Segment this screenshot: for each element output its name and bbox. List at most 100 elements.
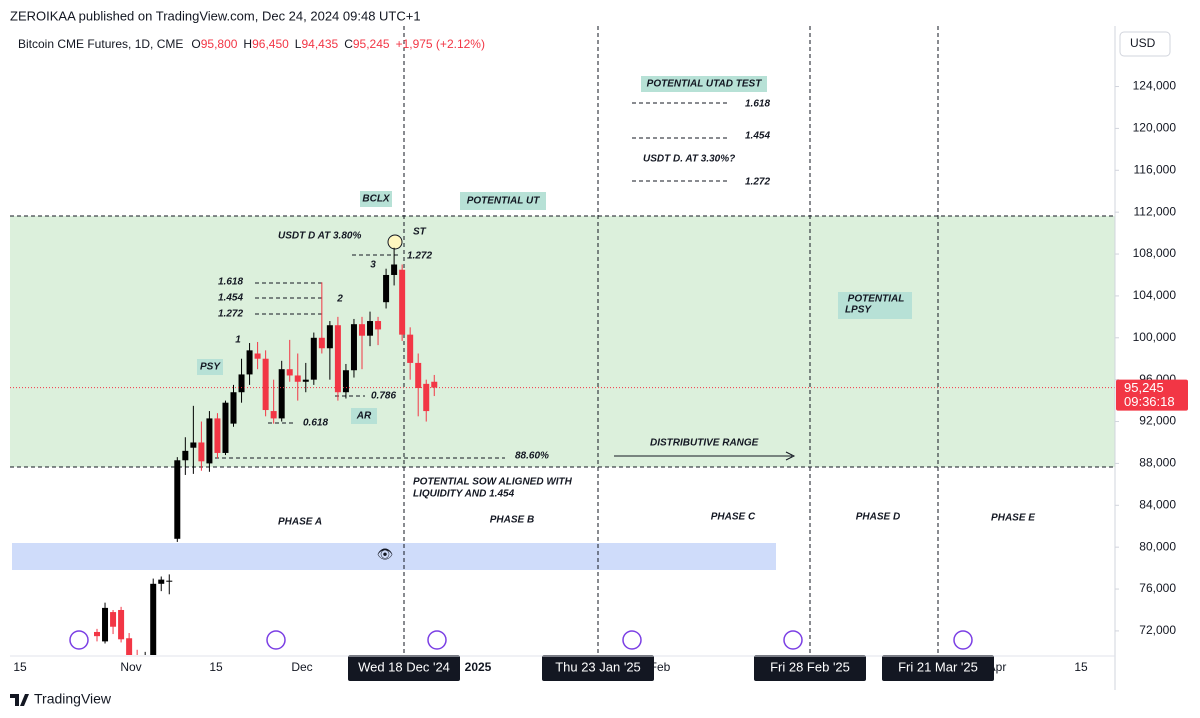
- candle-body: [118, 609, 125, 640]
- y-tick-label: 100,000: [1133, 330, 1177, 344]
- candle-body: [126, 638, 133, 655]
- annotation: PHASE C: [711, 512, 756, 523]
- candle-body: [415, 362, 422, 389]
- date-badge-label: Thu 23 Jan '25: [555, 659, 641, 674]
- event-icon[interactable]: [953, 630, 973, 650]
- candle-body: [254, 353, 261, 359]
- candle-body: [166, 580, 173, 582]
- y-tick-label: 72,000: [1139, 623, 1176, 637]
- candle-body: [262, 358, 269, 411]
- candle-body: [334, 325, 341, 393]
- candle-body: [102, 607, 109, 642]
- ohlc-key: L: [295, 37, 302, 51]
- label-boxes: [197, 76, 912, 424]
- st-marker: [387, 234, 403, 250]
- y-tick-label: 120,000: [1133, 121, 1177, 135]
- annotation: ST: [413, 227, 427, 238]
- liquidity-zone: [12, 543, 776, 570]
- price-tag: [1116, 379, 1188, 411]
- y-tick-label: 104,000: [1133, 288, 1177, 302]
- y-tick-label: 112,000: [1134, 204, 1177, 218]
- ohlc-key: H: [243, 37, 252, 51]
- annotation: AR: [356, 411, 372, 422]
- countdown: 09:36:18: [1124, 394, 1175, 409]
- box: [197, 359, 223, 375]
- x-tick-label: 15: [1074, 660, 1088, 674]
- candle-body: [367, 321, 374, 336]
- annotation: POTENTIAL UT: [467, 196, 540, 207]
- annotation: 88.60%: [515, 451, 549, 462]
- footer-logo: TradingView: [10, 691, 112, 707]
- annotation: BCLX: [362, 194, 391, 205]
- annotation: 2: [336, 294, 343, 305]
- legend: Bitcoin CME Futures, 1D, CME O95,800 H96,4…: [18, 37, 485, 51]
- y-tick-label: 80,000: [1139, 539, 1176, 553]
- candle-body: [407, 334, 414, 363]
- candle-body: [375, 321, 382, 330]
- y-tick-label: 84,000: [1139, 497, 1176, 511]
- candle-body: [190, 442, 197, 448]
- change: +1,975 (+2.12%): [396, 37, 485, 51]
- y-tick-label: 92,000: [1139, 414, 1176, 428]
- ohlc-value: 95,800: [201, 37, 238, 51]
- fib-lines: [215, 102, 796, 461]
- box: [351, 408, 377, 424]
- candle-body: [358, 324, 365, 336]
- candle-body: [326, 325, 333, 349]
- candle-body: [342, 370, 349, 393]
- candle-body: [246, 350, 253, 375]
- overlay: Bitcoin CME Futures, 1D, CME O95,800 H96,4…: [10, 37, 1188, 681]
- x-tick-label: Dec: [291, 660, 312, 674]
- currency-button[interactable]: [1119, 31, 1171, 57]
- candle-body: [383, 274, 390, 303]
- x-tick-label: Feb: [650, 660, 671, 674]
- event-icon[interactable]: [783, 630, 803, 650]
- date-badge-label: Wed 18 Dec '24: [358, 659, 450, 674]
- candle-body: [431, 381, 438, 388]
- price-tag-label: 95,245: [1124, 380, 1164, 395]
- candle-body: [310, 337, 317, 380]
- candle-body: [278, 369, 285, 419]
- box: [360, 191, 392, 207]
- annotation: POTENTIAL UTAD TEST: [647, 79, 763, 90]
- candle-body: [294, 375, 301, 382]
- candles: [94, 247, 438, 655]
- annotation: 1.618: [745, 99, 770, 110]
- ohlc-key: C: [344, 37, 353, 51]
- annotation: 3: [370, 260, 376, 271]
- box: [641, 76, 767, 92]
- symbol: Bitcoin CME Futures, 1D, CME: [18, 37, 183, 51]
- y-tick-label: 116,000: [1134, 162, 1177, 176]
- candle-body: [222, 402, 229, 453]
- annotation: PHASE B: [490, 515, 534, 526]
- date-badge: [882, 655, 994, 681]
- annotation: 1.272: [407, 251, 432, 262]
- candle-body: [182, 450, 189, 461]
- y-tick-label: 124,000: [1133, 79, 1177, 93]
- event-icon[interactable]: [427, 630, 447, 650]
- event-icon[interactable]: [69, 630, 89, 650]
- box: [460, 192, 546, 210]
- annotation: 1.454: [745, 131, 770, 142]
- event-icon[interactable]: [622, 630, 642, 650]
- ohlc-key: O: [191, 37, 200, 51]
- x-tick-label: 15: [209, 660, 223, 674]
- candle-body: [399, 269, 406, 335]
- event-icon[interactable]: [266, 630, 286, 650]
- annotation: 1: [235, 335, 241, 346]
- annotation: DISTRIBUTIVE RANGE: [650, 438, 759, 449]
- date-badge: [542, 655, 654, 681]
- annotation: POTENTIAL: [848, 294, 905, 305]
- annotation: POTENTIAL SOW ALIGNED WITH: [413, 477, 573, 488]
- annotation: PHASE D: [856, 512, 900, 523]
- annotation: 1.272: [745, 177, 770, 188]
- x-tick-label: 15: [13, 660, 27, 674]
- candle-body: [198, 442, 205, 462]
- annotation: USDT D. AT 3.30%?: [643, 154, 735, 165]
- candle-body: [391, 264, 398, 275]
- annotation: 0.618: [303, 418, 328, 429]
- candle-body: [238, 374, 245, 393]
- annotation: 1.454: [218, 293, 243, 304]
- candle-body: [350, 324, 357, 371]
- ohlc-value: 95,245: [353, 37, 390, 51]
